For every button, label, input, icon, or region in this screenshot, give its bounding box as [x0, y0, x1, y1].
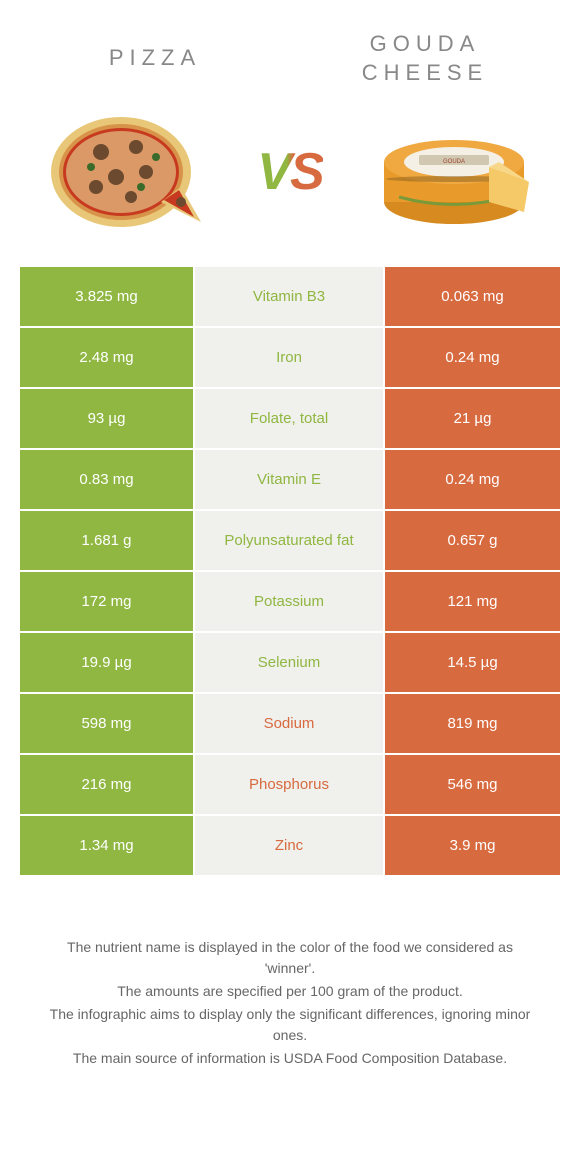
- table-row: 2.48 mgIron0.24 mg: [20, 328, 560, 389]
- table-row: 1.681 gPolyunsaturated fat0.657 g: [20, 511, 560, 572]
- right-value: 819 mg: [385, 694, 560, 755]
- left-value: 93 µg: [20, 389, 195, 450]
- nutrient-label: Iron: [195, 328, 385, 389]
- table-row: 598 mgSodium819 mg: [20, 694, 560, 755]
- nutrient-label: Folate, total: [195, 389, 385, 450]
- right-value: 0.063 mg: [385, 267, 560, 328]
- left-value: 1.34 mg: [20, 816, 195, 877]
- left-value: 172 mg: [20, 572, 195, 633]
- nutrient-label: Selenium: [195, 633, 385, 694]
- left-value: 598 mg: [20, 694, 195, 755]
- table-row: 3.825 mgVitamin B30.063 mg: [20, 267, 560, 328]
- right-food-title: GOUDA CHEESE: [315, 30, 535, 87]
- nutrient-label: Potassium: [195, 572, 385, 633]
- table-row: 0.83 mgVitamin E0.24 mg: [20, 450, 560, 511]
- cheese-image: GOUDA: [374, 107, 534, 237]
- svg-text:GOUDA: GOUDA: [443, 159, 465, 165]
- table-row: 216 mgPhosphorus546 mg: [20, 755, 560, 816]
- right-value: 14.5 µg: [385, 633, 560, 694]
- right-value: 121 mg: [385, 572, 560, 633]
- right-value: 546 mg: [385, 755, 560, 816]
- right-value: 0.657 g: [385, 511, 560, 572]
- table-row: 19.9 µgSelenium14.5 µg: [20, 633, 560, 694]
- left-value: 19.9 µg: [20, 633, 195, 694]
- left-food-title: PIZZA: [45, 44, 265, 73]
- right-value: 0.24 mg: [385, 450, 560, 511]
- nutrient-label: Vitamin E: [195, 450, 385, 511]
- footer-line-1: The nutrient name is displayed in the co…: [40, 937, 540, 979]
- table-row: 93 µgFolate, total21 µg: [20, 389, 560, 450]
- comparison-table: 3.825 mgVitamin B30.063 mg2.48 mgIron0.2…: [20, 267, 560, 877]
- table-row: 1.34 mgZinc3.9 mg: [20, 816, 560, 877]
- left-value: 216 mg: [20, 755, 195, 816]
- vs-label: VS: [257, 142, 322, 202]
- footer-notes: The nutrient name is displayed in the co…: [0, 877, 580, 1091]
- footer-line-2: The amounts are specified per 100 gram o…: [40, 981, 540, 1002]
- footer-line-4: The main source of information is USDA F…: [40, 1048, 540, 1069]
- right-value: 21 µg: [385, 389, 560, 450]
- right-value: 3.9 mg: [385, 816, 560, 877]
- pizza-image: [46, 107, 206, 237]
- nutrient-label: Phosphorus: [195, 755, 385, 816]
- images-row: VS GOUDA: [0, 97, 580, 267]
- table-row: 172 mgPotassium121 mg: [20, 572, 560, 633]
- left-value: 0.83 mg: [20, 450, 195, 511]
- right-value: 0.24 mg: [385, 328, 560, 389]
- footer-line-3: The infographic aims to display only the…: [40, 1004, 540, 1046]
- nutrient-label: Zinc: [195, 816, 385, 877]
- nutrient-label: Polyunsaturated fat: [195, 511, 385, 572]
- left-value: 2.48 mg: [20, 328, 195, 389]
- nutrient-label: Vitamin B3: [195, 267, 385, 328]
- left-value: 1.681 g: [20, 511, 195, 572]
- nutrient-label: Sodium: [195, 694, 385, 755]
- left-value: 3.825 mg: [20, 267, 195, 328]
- header: PIZZA GOUDA CHEESE: [0, 0, 580, 97]
